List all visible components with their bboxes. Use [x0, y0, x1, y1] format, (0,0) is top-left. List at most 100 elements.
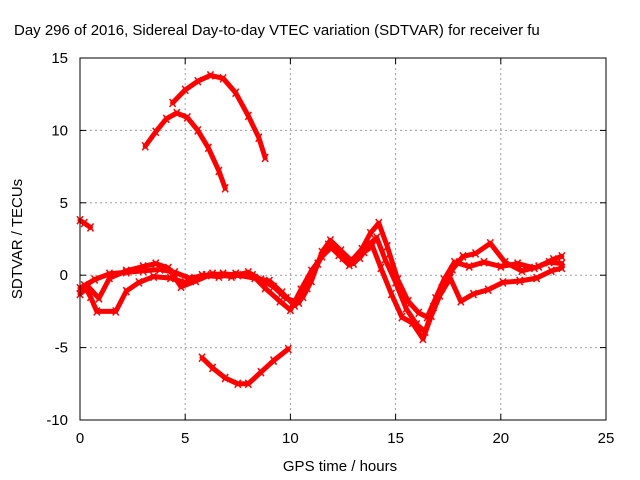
data-point — [194, 76, 202, 86]
data-point — [234, 379, 242, 389]
x-tick-label: 0 — [76, 430, 84, 447]
data-point — [457, 296, 465, 306]
series-short-segment — [76, 215, 95, 232]
data-point — [532, 273, 541, 283]
data-point — [497, 262, 505, 271]
data-point — [373, 233, 381, 243]
series-arc-high-2 — [141, 108, 229, 193]
x-axis-label: GPS time / hours — [283, 458, 397, 475]
data-point — [392, 277, 400, 287]
data-point — [112, 306, 120, 316]
data-point — [135, 277, 143, 287]
data-point — [204, 143, 212, 153]
data-point — [95, 293, 103, 303]
data-point — [208, 363, 217, 373]
data-point — [471, 249, 480, 258]
x-tick-label: 20 — [492, 430, 509, 447]
series-band-c — [80, 241, 566, 344]
data-point — [86, 292, 95, 302]
data-point — [257, 367, 265, 377]
data-point — [181, 85, 189, 95]
data-point — [80, 280, 88, 290]
data-point — [215, 166, 223, 176]
x-tick-label: 5 — [181, 430, 189, 447]
data-point — [427, 311, 435, 321]
axis-ticks: 0 5 10 15 20 25 -10 -5 0 5 10 15 — [46, 50, 614, 447]
data-point — [221, 373, 229, 383]
y-tick-label: 15 — [51, 50, 68, 67]
data-point — [105, 273, 114, 283]
data-point — [516, 276, 524, 286]
data-point — [448, 264, 457, 274]
data-point — [297, 285, 305, 295]
data-point — [387, 289, 395, 299]
data-point — [480, 257, 488, 267]
data-point — [419, 334, 427, 344]
data-point — [318, 251, 326, 261]
data-point — [168, 98, 177, 108]
data-point — [86, 222, 95, 232]
series-line — [81, 243, 565, 342]
data-point — [558, 251, 566, 261]
data-point — [501, 257, 509, 267]
series-line — [199, 346, 291, 387]
data-point — [549, 254, 557, 264]
x-tick-label: 15 — [387, 430, 404, 447]
data-point — [150, 272, 158, 282]
data-point — [368, 241, 377, 251]
data-point — [215, 272, 223, 282]
data-point — [377, 263, 385, 273]
data-point — [366, 228, 374, 238]
data-point — [415, 308, 423, 318]
data-point — [173, 108, 181, 118]
data-point — [198, 353, 206, 363]
data-point — [518, 266, 526, 276]
data-point — [232, 88, 240, 98]
y-tick-label: -5 — [55, 340, 68, 357]
data-point — [221, 183, 229, 193]
series-band-a — [76, 218, 566, 322]
data-point — [141, 141, 149, 151]
data-point — [558, 263, 566, 273]
data-point — [80, 218, 88, 228]
data-point — [166, 273, 175, 283]
series-arc-high-1 — [168, 70, 269, 163]
data-point — [261, 283, 269, 293]
data-point — [469, 289, 478, 299]
data-point — [248, 270, 257, 280]
data-point — [402, 304, 410, 313]
data-point — [261, 153, 269, 163]
data-point — [383, 241, 391, 251]
data-point — [459, 251, 467, 261]
data-point — [484, 285, 492, 295]
data-point — [194, 125, 202, 135]
data-point — [398, 312, 406, 322]
data-point — [181, 277, 189, 287]
grid-lines — [80, 58, 606, 420]
data-point — [198, 270, 206, 280]
series-band-b — [76, 233, 566, 337]
data-point — [436, 291, 444, 300]
data-point — [91, 275, 99, 284]
data-point — [93, 306, 101, 316]
y-tick-label: 0 — [60, 267, 68, 284]
data-point — [499, 277, 507, 287]
data-point — [349, 259, 358, 269]
data-point — [206, 70, 215, 80]
data-point — [465, 262, 473, 271]
data-point — [360, 247, 368, 257]
y-tick-label: 5 — [60, 195, 68, 212]
data-point — [269, 282, 278, 292]
data-point — [152, 127, 160, 137]
data-point — [255, 133, 263, 143]
data-point — [244, 111, 252, 121]
data-point — [219, 73, 227, 83]
chart-title: Day 296 of 2016, Sidereal Day-to-day VTE… — [14, 22, 540, 39]
x-tick-label: 25 — [598, 430, 615, 447]
data-point — [122, 286, 130, 296]
data-point — [152, 259, 160, 269]
data-point — [408, 318, 417, 328]
data-point — [307, 266, 316, 276]
data-point — [276, 296, 284, 306]
